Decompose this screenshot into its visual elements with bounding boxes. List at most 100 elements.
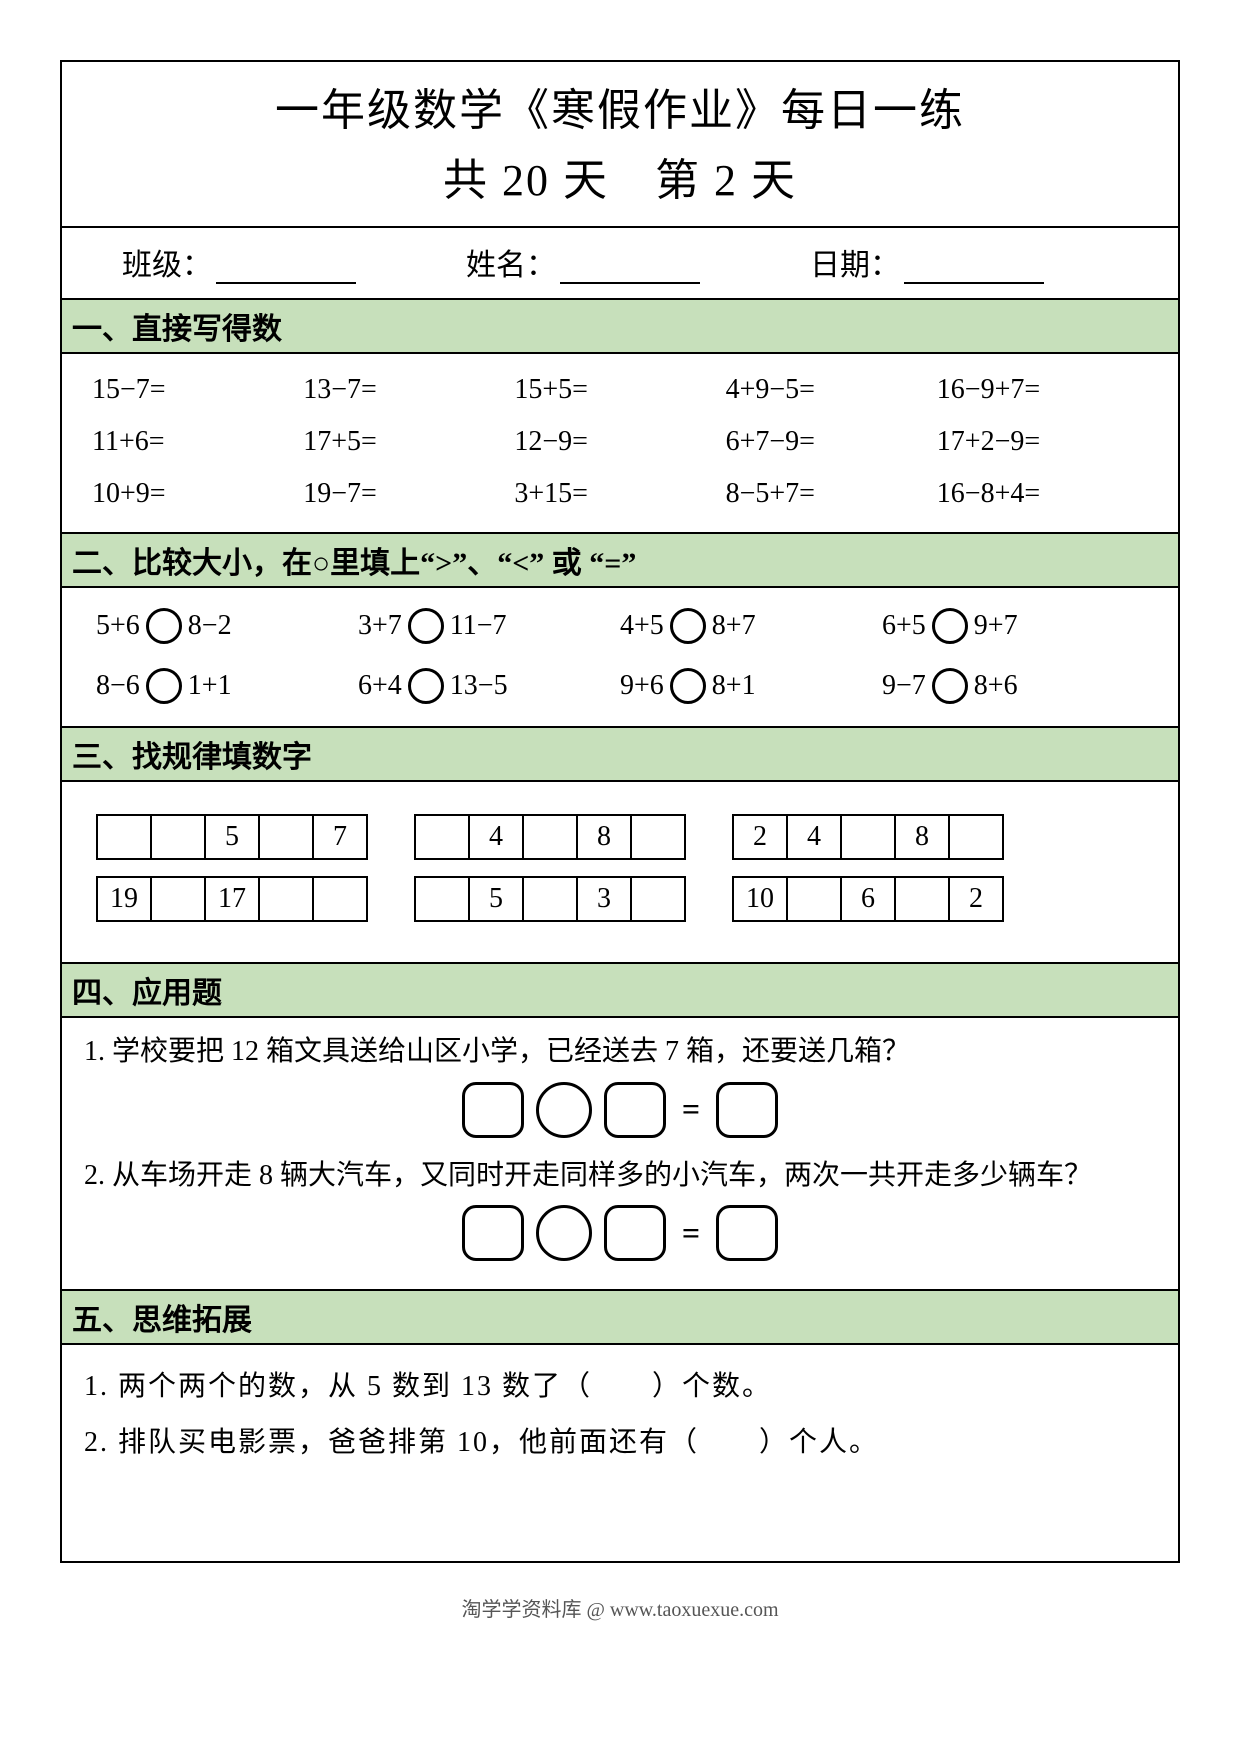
compare-left: 6+4 xyxy=(358,670,402,702)
compare-circle-blank[interactable] xyxy=(146,668,182,704)
number-sequence: 57 xyxy=(96,814,368,860)
sequence-blank-cell[interactable] xyxy=(894,876,950,922)
sequence-blank-cell[interactable] xyxy=(150,814,206,860)
sequence-cell: 3 xyxy=(576,876,632,922)
date-field: 日期： xyxy=(810,240,1044,284)
sequence-blank-cell[interactable] xyxy=(258,814,314,860)
thinking-q2: 2. 排队买电影票，爸爸排第 10，他前面还有（ ）个人。 xyxy=(84,1415,1156,1471)
operand-blank[interactable] xyxy=(604,1082,666,1138)
arithmetic-item: 16−9+7= xyxy=(937,374,1148,406)
section-4-header: 四、应用题 xyxy=(62,964,1178,1018)
compare-right: 13−5 xyxy=(450,670,508,702)
compare-left: 5+6 xyxy=(96,610,140,642)
arithmetic-item: 6+7−9= xyxy=(726,426,937,458)
sequence-blank-cell[interactable] xyxy=(96,814,152,860)
word-problem-1: 1. 学校要把 12 箱文具送给山区小学，已经送去 7 箱，还要送几箱？ xyxy=(84,1028,1156,1076)
arithmetic-item: 8−5+7= xyxy=(726,478,937,510)
pattern-row: 1917 53 10 6 2 xyxy=(96,876,1144,922)
sequence-blank-cell[interactable] xyxy=(312,876,368,922)
compare-right: 1+1 xyxy=(188,670,232,702)
section-2-body: 5+68−23+711−74+58+76+59+78−61+16+413−59+… xyxy=(62,588,1178,728)
sequence-cell: 7 xyxy=(312,814,368,860)
class-label: 班级： xyxy=(122,240,212,284)
operand-blank[interactable] xyxy=(462,1205,524,1261)
sequence-cell: 6 xyxy=(840,876,896,922)
compare-item: 3+711−7 xyxy=(358,608,620,644)
arithmetic-item: 10+9= xyxy=(92,478,303,510)
compare-right: 8+6 xyxy=(974,670,1018,702)
result-blank[interactable] xyxy=(716,1082,778,1138)
arithmetic-item: 15−7= xyxy=(92,374,303,406)
arithmetic-item: 17+5= xyxy=(303,426,514,458)
arithmetic-item: 13−7= xyxy=(303,374,514,406)
section-1-body: 15−7=13−7=15+5=4+9−5=16−9+7=11+6=17+5=12… xyxy=(62,354,1178,534)
sequence-blank-cell[interactable] xyxy=(258,876,314,922)
compare-item: 6+4 13−5 xyxy=(358,668,620,704)
arithmetic-item: 16−8+4= xyxy=(937,478,1148,510)
number-sequence: 1917 xyxy=(96,876,368,922)
equals-sign: = xyxy=(682,1206,700,1260)
compare-circle-blank[interactable] xyxy=(146,608,182,644)
sequence-cell: 10 xyxy=(732,876,788,922)
sequence-blank-cell[interactable] xyxy=(786,876,842,922)
sequence-cell: 8 xyxy=(894,814,950,860)
compare-circle-blank[interactable] xyxy=(408,608,444,644)
result-blank[interactable] xyxy=(716,1205,778,1261)
sequence-blank-cell[interactable] xyxy=(150,876,206,922)
operand-blank[interactable] xyxy=(604,1205,666,1261)
compare-circle-blank[interactable] xyxy=(932,668,968,704)
compare-circle-blank[interactable] xyxy=(670,668,706,704)
compare-item: 8−6 1+1 xyxy=(96,668,358,704)
sequence-blank-cell[interactable] xyxy=(522,876,578,922)
section-5-header: 五、思维拓展 xyxy=(62,1291,1178,1345)
date-input-blank[interactable] xyxy=(904,256,1044,284)
compare-item: 9+68+1 xyxy=(620,668,882,704)
thinking-q1: 1. 两个两个的数，从 5 数到 13 数了（ ）个数。 xyxy=(84,1359,1156,1415)
student-info-row: 班级： 姓名： 日期： xyxy=(62,228,1178,300)
sequence-blank-cell[interactable] xyxy=(414,876,470,922)
sequence-blank-cell[interactable] xyxy=(630,876,686,922)
compare-left: 9+6 xyxy=(620,670,664,702)
compare-left: 8−6 xyxy=(96,670,140,702)
sequence-blank-cell[interactable] xyxy=(840,814,896,860)
compare-circle-blank[interactable] xyxy=(670,608,706,644)
name-label: 姓名： xyxy=(466,240,556,284)
arithmetic-item: 15+5= xyxy=(514,374,725,406)
operator-blank[interactable] xyxy=(536,1205,592,1261)
class-input-blank[interactable] xyxy=(216,256,356,284)
title-block: 一年级数学《寒假作业》每日一练 共 20 天 第 2 天 xyxy=(62,62,1178,228)
operator-blank[interactable] xyxy=(536,1082,592,1138)
compare-circle-blank[interactable] xyxy=(932,608,968,644)
arithmetic-item: 17+2−9= xyxy=(937,426,1148,458)
title-line-2: 共 20 天 第 2 天 xyxy=(62,144,1178,208)
sequence-blank-cell[interactable] xyxy=(522,814,578,860)
number-sequence: 48 xyxy=(414,814,686,860)
sequence-cell: 4 xyxy=(786,814,842,860)
sequence-blank-cell[interactable] xyxy=(414,814,470,860)
arithmetic-item: 12−9= xyxy=(514,426,725,458)
compare-grid: 5+68−23+711−74+58+76+59+78−61+16+413−59+… xyxy=(82,598,1158,710)
sequence-cell: 2 xyxy=(948,876,1004,922)
compare-right: 8−2 xyxy=(188,610,232,642)
section-5-body: 1. 两个两个的数，从 5 数到 13 数了（ ）个数。 2. 排队买电影票，爸… xyxy=(62,1345,1178,1561)
pattern-rows: 57482481917531062 xyxy=(82,792,1158,946)
compare-left: 4+5 xyxy=(620,610,664,642)
compare-item: 5+6 8−2 xyxy=(96,608,358,644)
number-sequence: 53 xyxy=(414,876,686,922)
sequence-cell: 8 xyxy=(576,814,632,860)
compare-item: 9−7 8+6 xyxy=(882,668,1144,704)
sequence-blank-cell[interactable] xyxy=(948,814,1004,860)
pattern-row: 5748248 xyxy=(96,814,1144,860)
date-label: 日期： xyxy=(810,240,900,284)
section-3-body: 57482481917531062 xyxy=(62,782,1178,964)
compare-circle-blank[interactable] xyxy=(408,668,444,704)
sequence-cell: 4 xyxy=(468,814,524,860)
arithmetic-grid: 15−7=13−7=15+5=4+9−5=16−9+7=11+6=17+5=12… xyxy=(82,364,1158,516)
name-input-blank[interactable] xyxy=(560,256,700,284)
operand-blank[interactable] xyxy=(462,1082,524,1138)
compare-item: 6+59+7 xyxy=(882,608,1144,644)
arithmetic-item: 3+15= xyxy=(514,478,725,510)
compare-left: 9−7 xyxy=(882,670,926,702)
section-1-header: 一、直接写得数 xyxy=(62,300,1178,354)
sequence-blank-cell[interactable] xyxy=(630,814,686,860)
